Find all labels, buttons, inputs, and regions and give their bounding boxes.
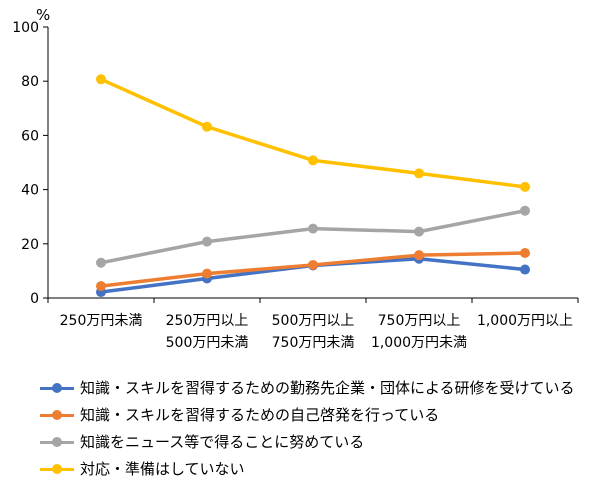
legend-swatch-marker <box>52 463 62 474</box>
x-tick-label: 1,000万円未満 <box>371 335 467 351</box>
legend-swatch <box>40 381 74 395</box>
data-point <box>520 248 530 259</box>
x-tick-label: 250万円未満 <box>60 313 143 329</box>
x-tick-label: 250万円以上 <box>166 313 249 329</box>
legend-item: 知識・スキルを習得するための勤務先企業・団体による研修を受けている <box>40 374 590 401</box>
data-point <box>414 250 424 261</box>
data-point <box>202 236 212 247</box>
legend-swatch-marker <box>52 382 62 393</box>
data-point <box>202 268 212 279</box>
data-point <box>308 259 318 270</box>
data-point <box>308 223 318 234</box>
data-point <box>96 74 106 85</box>
x-tick-label: 500万円以上 <box>272 313 355 329</box>
legend-label: 知識・スキルを習得するための自己啓発を行っている <box>80 406 440 424</box>
line-chart: 0 20 40 60 80 100% 250万円未満 250万円以上 500万円未満 500万円以… <box>12 6 579 351</box>
x-tick-label: 750万円以上 <box>378 313 461 329</box>
y-tick-label: 20 <box>21 237 39 253</box>
legend-label: 対応・準備はしていない <box>80 460 245 478</box>
legend-swatch <box>40 408 74 422</box>
legend-item: 知識をニュース等で得ることに努めている <box>40 428 590 455</box>
y-tick-label: 100 <box>12 20 39 36</box>
y-tick-label: 0 <box>30 291 39 307</box>
x-tick-label: 750万円未満 <box>272 335 355 351</box>
y-tick-label: 60 <box>21 128 39 144</box>
data-point <box>414 168 424 179</box>
legend-item: 知識・スキルを習得するための自己啓発を行っている <box>40 401 590 428</box>
data-point <box>520 205 530 216</box>
data-point <box>520 264 530 275</box>
legend-swatch <box>40 435 74 449</box>
legend-label: 知識・スキルを習得するための勤務先企業・団体による研修を受けている <box>80 379 575 397</box>
legend-swatch-marker <box>52 436 62 447</box>
legend-swatch <box>40 462 74 476</box>
y-tick-label: 80 <box>21 74 39 90</box>
legend: 知識・スキルを習得するための勤務先企業・団体による研修を受けている 知識・スキルを… <box>40 374 590 482</box>
data-point <box>520 181 530 192</box>
x-tick-label: 1,000万円以上 <box>477 313 573 329</box>
y-unit-label: % <box>36 6 50 24</box>
y-tick-label: 40 <box>21 183 39 199</box>
data-point <box>96 257 106 268</box>
data-point <box>308 155 318 166</box>
data-point <box>96 281 106 292</box>
data-point <box>202 121 212 132</box>
data-point <box>414 226 424 237</box>
series-line-4 <box>100 77 526 189</box>
x-tick-label: 500万円未満 <box>166 335 249 351</box>
legend-label: 知識をニュース等で得ることに努めている <box>80 433 365 451</box>
legend-item: 対応・準備はしていない <box>40 455 590 482</box>
legend-swatch-marker <box>52 409 62 420</box>
